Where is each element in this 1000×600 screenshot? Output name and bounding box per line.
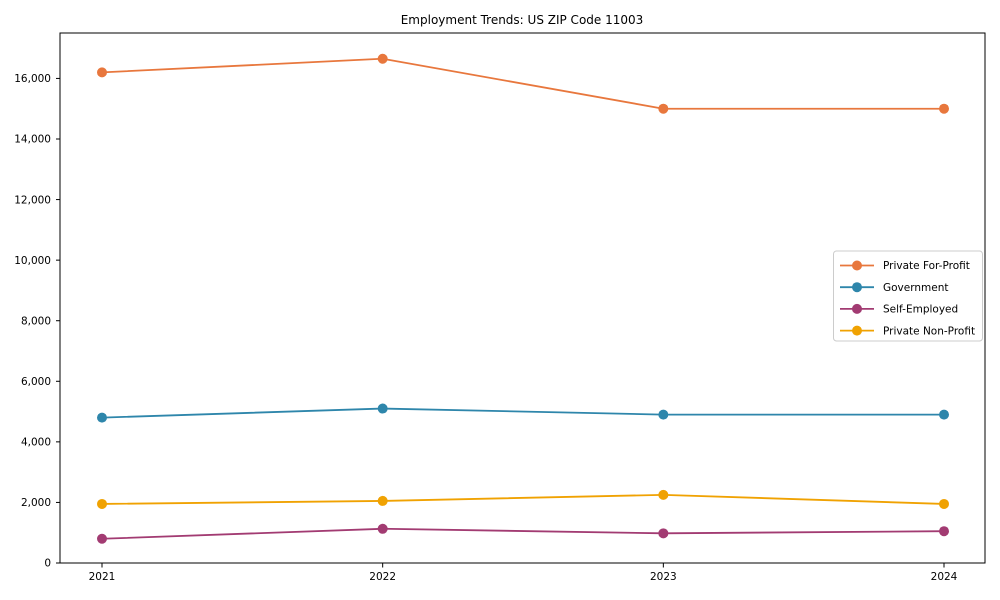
series-line-government [101,407,945,419]
y-tick-label: 10,000 [14,255,51,267]
data-point-government [377,403,388,414]
legend-label: Self-Employed [883,304,958,316]
data-point-government [939,409,950,420]
x-tick-label: 2024 [931,571,958,583]
legend-label: Private Non-Profit [883,325,975,337]
data-point-private-non-profit [377,495,388,506]
y-tick-label: 2,000 [21,497,51,509]
data-point-private-for-profit [97,67,107,78]
legend-label: Government [883,282,948,294]
legend: Private For-Profit Government Self-Employe… [833,250,983,342]
data-point-private-non-profit [658,489,669,500]
legend-marker [852,303,862,314]
x-tick-label: 2023 [650,571,677,583]
legend-entry-private-non-profit: Private Non-Profit [840,325,975,337]
y-tick-label: 8,000 [21,315,51,327]
y-tick-label: 4,000 [21,437,51,449]
legend-entry-government: Government [840,282,948,294]
y-tick-label: 12,000 [14,194,51,206]
data-point-self-employed [939,526,950,537]
data-point-private-non-profit [939,498,950,509]
legend-marker [852,260,862,271]
chart-title: Employment Trends: US ZIP Code 11003 [401,13,644,27]
legend-label: Private For-Profit [883,260,970,272]
series-line-private-non-profit [101,493,945,505]
legend-entry-private-for-profit: Private For-Profit [840,260,970,272]
series-line-self-employed [101,527,945,540]
data-point-government [658,409,669,420]
data-point-self-employed [377,523,388,534]
x-tick-label: 2021 [89,571,116,583]
plot-border [59,32,986,564]
data-point-government [97,412,107,423]
x-axis: 2021 2022 2023 2024 [89,563,958,583]
legend-marker [852,325,862,336]
data-point-private-for-profit [939,103,950,114]
data-point-self-employed [97,533,107,544]
y-tick-label: 0 [44,558,51,570]
y-tick-label: 6,000 [21,376,51,388]
legend-entry-self-employed: Self-Employed [840,304,958,316]
data-point-self-employed [658,528,669,539]
data-point-private-non-profit [97,498,107,509]
x-tick-label: 2022 [369,571,396,583]
y-tick-label: 14,000 [14,134,51,146]
series-lines [97,53,950,544]
series-line-private-for-profit [101,57,945,110]
y-axis: 0 2,000 4,000 6,000 8,000 10,000 12,000 14,000 1… [14,73,60,570]
legend-marker [852,282,862,293]
data-point-private-for-profit [377,53,388,64]
legend-box [833,250,983,342]
data-point-private-for-profit [658,103,669,114]
y-tick-label: 16,000 [14,73,51,85]
